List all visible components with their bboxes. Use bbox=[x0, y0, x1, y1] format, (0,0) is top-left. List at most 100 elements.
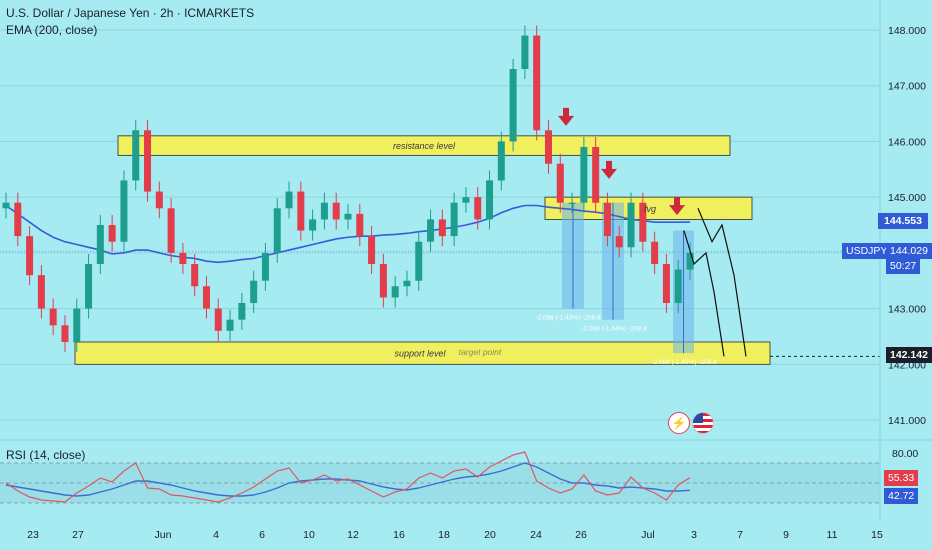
projection-path-2[interactable] bbox=[683, 230, 725, 357]
candle[interactable] bbox=[391, 286, 399, 298]
rsi-indicator-label[interactable]: RSI (14, close) bbox=[6, 448, 86, 462]
sell-arrow-3[interactable] bbox=[669, 197, 685, 216]
candle[interactable] bbox=[533, 35, 541, 131]
candle[interactable] bbox=[379, 264, 387, 298]
candle[interactable] bbox=[132, 130, 140, 181]
candle[interactable] bbox=[627, 202, 635, 248]
candle[interactable] bbox=[297, 191, 305, 231]
candle[interactable] bbox=[403, 280, 411, 287]
candle[interactable] bbox=[509, 69, 517, 142]
candle[interactable] bbox=[486, 180, 494, 220]
price-tick-label: 143.000 bbox=[888, 304, 926, 316]
candle[interactable] bbox=[26, 236, 34, 276]
candle[interactable] bbox=[191, 264, 199, 287]
candle[interactable] bbox=[662, 264, 670, 303]
price-tick-label: 141.000 bbox=[888, 415, 926, 427]
candle[interactable] bbox=[144, 130, 152, 192]
candle[interactable] bbox=[155, 191, 163, 209]
time-tick-label: 7 bbox=[737, 529, 743, 541]
time-tick-label: 9 bbox=[783, 529, 789, 541]
current-price-tag: 144.029 bbox=[886, 243, 932, 259]
candle[interactable] bbox=[368, 236, 376, 264]
candle[interactable] bbox=[427, 219, 435, 242]
countdown-tag: 50:27 bbox=[886, 258, 921, 274]
time-tick-label: 3 bbox=[691, 529, 697, 541]
candle[interactable] bbox=[592, 147, 600, 203]
time-tick-label: 12 bbox=[347, 529, 359, 541]
sell-arrow-2[interactable] bbox=[601, 160, 617, 179]
candle[interactable] bbox=[603, 202, 611, 237]
ema-200-line[interactable] bbox=[5, 204, 691, 264]
resistance-zone[interactable] bbox=[117, 135, 731, 156]
candle[interactable] bbox=[309, 219, 317, 231]
rsi-tick-label: 80.00 bbox=[892, 448, 918, 460]
candle[interactable] bbox=[108, 225, 116, 242]
flash-icon[interactable]: ⚡ bbox=[668, 412, 690, 434]
time-tick-label: 10 bbox=[303, 529, 315, 541]
candle[interactable] bbox=[639, 202, 647, 242]
time-tick-label: 11 bbox=[827, 529, 838, 541]
candle[interactable] bbox=[202, 286, 210, 309]
us-flag-icon[interactable] bbox=[692, 412, 714, 434]
candle[interactable] bbox=[2, 202, 10, 209]
candle[interactable] bbox=[474, 197, 482, 220]
candle[interactable] bbox=[686, 252, 694, 270]
candle[interactable] bbox=[544, 130, 552, 164]
candle[interactable] bbox=[49, 308, 57, 326]
candle[interactable] bbox=[521, 35, 529, 69]
candle[interactable] bbox=[250, 280, 258, 303]
candle[interactable] bbox=[167, 208, 175, 253]
rsi-line[interactable] bbox=[5, 451, 691, 503]
candle[interactable] bbox=[450, 202, 458, 237]
candle[interactable] bbox=[651, 241, 659, 264]
candle[interactable] bbox=[462, 197, 470, 203]
time-tick-label: 16 bbox=[393, 529, 405, 541]
candle[interactable] bbox=[674, 269, 682, 303]
candle[interactable] bbox=[356, 213, 364, 237]
candle[interactable] bbox=[14, 202, 22, 237]
time-tick-label: Jul bbox=[641, 529, 654, 541]
candle[interactable] bbox=[580, 147, 588, 203]
candle[interactable] bbox=[85, 264, 93, 309]
time-tick-label: 27 bbox=[72, 529, 84, 541]
candle[interactable] bbox=[214, 308, 222, 331]
candle[interactable] bbox=[556, 163, 564, 203]
candle[interactable] bbox=[497, 141, 505, 181]
rsi-value-tag: 55.33 bbox=[884, 470, 919, 486]
candle[interactable] bbox=[261, 252, 269, 281]
price-tick-label: 145.000 bbox=[888, 192, 926, 204]
candle[interactable] bbox=[344, 213, 352, 220]
candle[interactable] bbox=[615, 236, 623, 248]
candle[interactable] bbox=[568, 202, 576, 204]
ema-price-tag: 144.553 bbox=[878, 213, 928, 229]
symbol-tag[interactable]: USDJPY bbox=[842, 243, 892, 259]
candle[interactable] bbox=[438, 219, 446, 237]
candle[interactable] bbox=[61, 325, 69, 342]
candle[interactable] bbox=[285, 191, 293, 209]
projection-path-1[interactable] bbox=[697, 208, 747, 357]
candle[interactable] bbox=[73, 308, 81, 342]
fvg-zone-label: fvg bbox=[644, 204, 656, 214]
sell-arrow-1[interactable] bbox=[558, 107, 574, 126]
time-tick-label: 18 bbox=[438, 529, 450, 541]
candle[interactable] bbox=[96, 225, 104, 264]
rsi-ma-line[interactable] bbox=[5, 462, 691, 497]
time-tick-label: 23 bbox=[27, 529, 39, 541]
candle[interactable] bbox=[332, 202, 340, 220]
candle[interactable] bbox=[37, 275, 45, 309]
candle[interactable] bbox=[320, 202, 328, 220]
candle[interactable] bbox=[226, 319, 234, 331]
target-point-label: target point bbox=[459, 347, 502, 357]
candle[interactable] bbox=[179, 252, 187, 264]
measure-label-1: -2.088 (-1.43%) -208.8 bbox=[535, 315, 601, 322]
time-tick-label: 6 bbox=[259, 529, 265, 541]
support-zone[interactable] bbox=[74, 341, 771, 365]
candle[interactable] bbox=[238, 303, 246, 320]
candle[interactable] bbox=[273, 208, 281, 253]
support-zone-label: support level bbox=[394, 349, 446, 359]
candle[interactable] bbox=[415, 241, 423, 281]
ema-indicator-label[interactable]: EMA (200, close) bbox=[6, 23, 98, 37]
candle[interactable] bbox=[120, 180, 128, 242]
